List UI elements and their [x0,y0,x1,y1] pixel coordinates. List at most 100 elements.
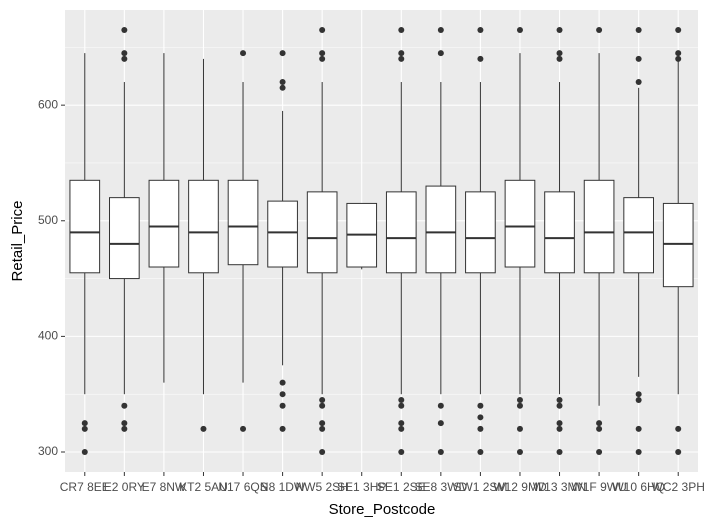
outlier [279,391,286,398]
outlier [437,50,444,57]
outlier [516,402,523,409]
y-tick-label: 400 [38,329,58,343]
outlier [319,402,326,409]
outlier [556,396,563,403]
x-tick-label: NW5 2SH [295,480,348,494]
x-tick-label: E7 8NW [142,480,187,494]
outlier [200,425,207,432]
outlier [81,448,88,455]
outlier [596,425,603,432]
outlier [437,402,444,409]
outlier [121,425,128,432]
outlier [398,27,405,34]
outlier [121,402,128,409]
outlier [556,402,563,409]
outlier [635,55,642,62]
outlier [398,425,405,432]
x-axis-title: Store_Postcode [329,501,436,518]
outlier [596,27,603,34]
outlier [635,448,642,455]
outlier [675,27,682,34]
outlier [516,425,523,432]
outlier [398,420,405,427]
outlier [556,27,563,34]
box [662,202,694,288]
outlier [635,79,642,86]
x-tick-label: W12 9MD [493,480,547,494]
x-tick-label: W10 6HQ [612,480,665,494]
outlier [477,425,484,432]
outlier [121,50,128,57]
box [385,191,417,274]
box [148,179,180,268]
box [544,191,575,274]
outlier [398,448,405,455]
outlier [675,425,682,432]
y-tick-label: 500 [38,213,58,227]
outlier [556,55,563,62]
outlier [279,402,286,409]
box [583,179,615,274]
box [465,191,496,274]
outlier [556,425,563,432]
outlier [477,414,484,421]
plot-panel [65,10,698,472]
outlier [437,420,444,427]
x-tick-label: N8 1DW [260,480,306,494]
outlier [121,55,128,62]
outlier [477,27,484,34]
x-tick-label: SW1 2SM [453,480,507,494]
x-tick-label: SE1 3HP [337,480,386,494]
outlier [121,27,128,34]
outlier [635,391,642,398]
outlier [516,448,523,455]
box [504,179,536,268]
outlier [635,425,642,432]
x-tick-label: WC2 3PH [652,480,705,494]
box [267,200,298,268]
x-tick-label: SE8 3WD [415,480,468,494]
outlier [398,55,405,62]
outlier [635,396,642,403]
x-tick-label: W1F 9WU [571,480,626,494]
x-tick-label: CR7 8EE [60,480,110,494]
box [306,191,338,274]
outlier [240,425,247,432]
outlier [556,50,563,57]
outlier [437,27,444,34]
outlier [279,425,286,432]
y-tick-label: 300 [38,444,58,458]
y-axis-title: Retail_Price [9,201,26,282]
outlier [675,55,682,62]
box [623,197,654,274]
box [69,179,101,274]
outlier [319,448,326,455]
outlier [675,448,682,455]
outlier [516,396,523,403]
x-tick-label: N17 6QS [218,480,267,494]
outlier [596,420,603,427]
x-tick-label: SE1 2SE [377,480,426,494]
outlier [319,396,326,403]
outlier [398,50,405,57]
outlier [121,420,128,427]
outlier [279,50,286,57]
outlier [319,27,326,34]
outlier [279,84,286,91]
x-tick-label: KT2 5AU [179,480,228,494]
outlier [437,448,444,455]
outlier [81,420,88,427]
outlier [319,425,326,432]
outlier [675,50,682,57]
outlier [279,379,286,386]
outlier [556,448,563,455]
outlier [279,79,286,86]
x-tick-label: E2 0RY [104,480,145,494]
outlier [556,420,563,427]
box [109,197,140,280]
outlier [477,55,484,62]
outlier [81,425,88,432]
box [227,179,259,266]
outlier [398,396,405,403]
